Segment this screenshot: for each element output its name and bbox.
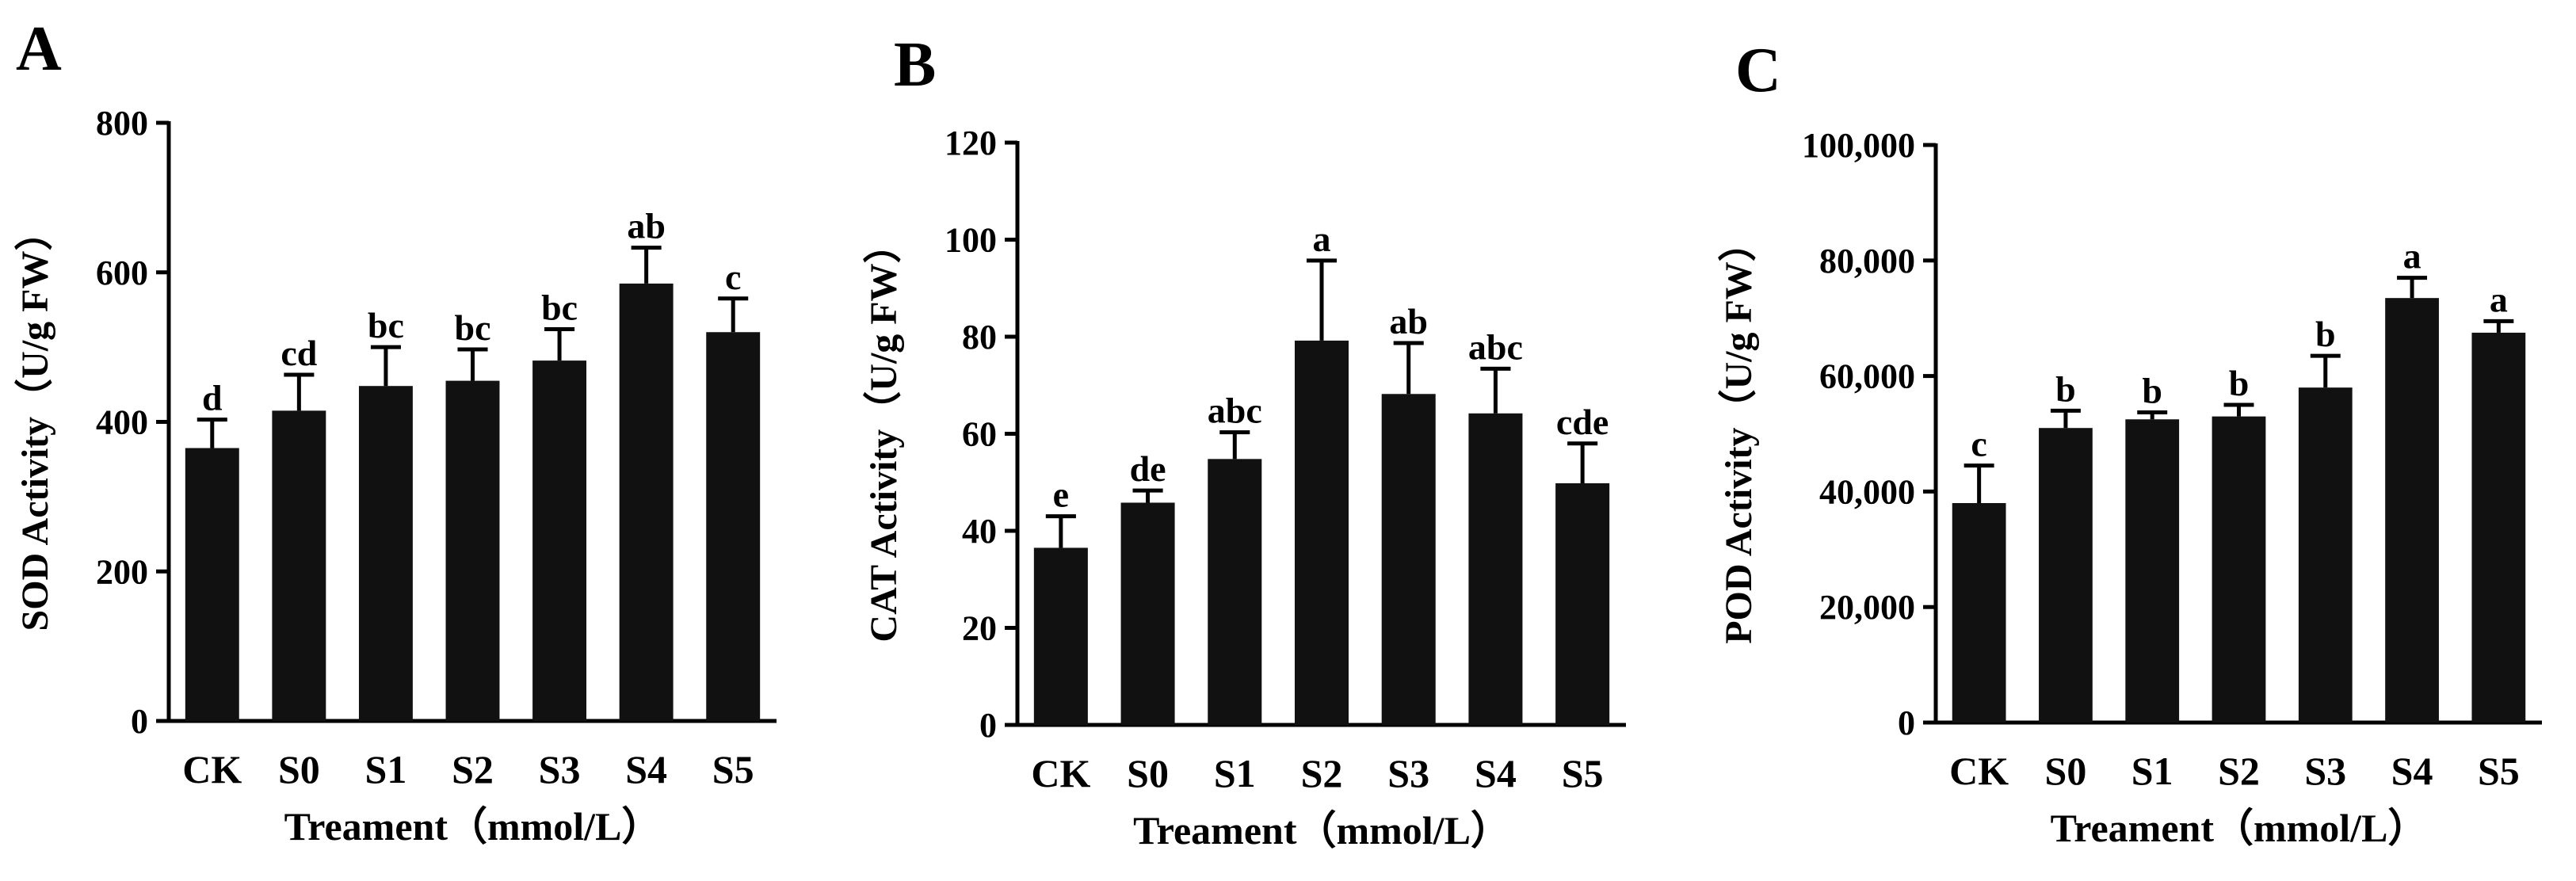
panel-c-y-tick-label: 80,000 (1819, 242, 1915, 280)
panel-b-y-tick-label: 80 (962, 318, 997, 357)
panel-c-bar (2039, 428, 2093, 723)
panel-c-x-tick-label: S1 (2131, 749, 2173, 793)
panel-b-letter: B (894, 30, 936, 100)
panel-a-bar (185, 448, 239, 721)
panel-c-x-tick-label: S3 (2304, 749, 2346, 793)
panel-a-bar (532, 360, 587, 721)
panel-c-x-tick-label: S5 (2478, 749, 2520, 793)
panel-a-x-tick-label: S5 (712, 747, 754, 791)
panel-b-bar (1468, 413, 1523, 725)
panel-a-bar (706, 332, 761, 721)
panel-b-x-tick-label: S4 (1475, 751, 1517, 795)
panel-a-y-tick-label: 0 (131, 702, 148, 741)
panel-b-y-tick-label: 0 (979, 706, 997, 745)
panel-a-significance-letter: bc (368, 305, 404, 345)
panel-c-significance-letter: b (2315, 314, 2336, 354)
panel-c-x-axis-label: Treament（mmol/L） (2051, 806, 2428, 850)
panel-b-bar (1033, 547, 1088, 725)
panel-c-x-tick-label: CK (1949, 749, 2009, 793)
panel-c-bar (2298, 387, 2353, 723)
panel-c-bar (2212, 416, 2266, 723)
panel-c-y-tick-label: 60,000 (1819, 357, 1915, 396)
panel-a-x-tick-label: S3 (539, 747, 581, 791)
panel-a-y-tick-label: 800 (96, 104, 148, 143)
panel-a-y-tick-label: 600 (96, 254, 148, 292)
panel-a-x-tick-label: S4 (625, 747, 667, 791)
panel-a-significance-letter: ab (627, 206, 666, 246)
panel-a-y-tick-label: 200 (96, 552, 148, 591)
panel-c-significance-letter: c (1971, 424, 1986, 464)
panel-c-significance-letter: b (2229, 363, 2250, 403)
panel-a-x-tick-label: CK (182, 747, 242, 791)
panel-b-y-tick-label: 40 (962, 512, 997, 551)
panel-c-bar (1952, 502, 2006, 723)
panel-c-y-tick-label: 20,000 (1819, 588, 1915, 627)
panel-a-significance-letter: d (202, 378, 223, 418)
panel-b-y-tick-label: 100 (945, 221, 997, 260)
panel-b-y-tick-label: 20 (962, 609, 997, 648)
panel-a-significance-letter: c (725, 257, 741, 297)
panel-b-significance-letter: abc (1468, 326, 1523, 367)
panel-b-significance-letter: a (1313, 219, 1331, 259)
panel-a-bar (272, 410, 326, 721)
panel-a-significance-letter: cd (280, 333, 317, 373)
panel-c-x-tick-label: S4 (2391, 749, 2433, 793)
panel-a-significance-letter: bc (541, 287, 578, 327)
panel-b-x-tick-label: S3 (1387, 751, 1429, 795)
panel-b-y-tick-label: 60 (962, 415, 997, 454)
panel-a-letter: A (16, 14, 62, 84)
panel-b-x-tick-label: S1 (1214, 751, 1256, 795)
panel-b-x-tick-label: S5 (1562, 751, 1604, 795)
panel-a-y-tick-label: 400 (96, 403, 148, 442)
panel-b-bar (1555, 482, 1610, 725)
panel-b-bar (1381, 394, 1436, 725)
panel-a-x-axis-label: Treament（mmol/L） (284, 804, 662, 849)
panel-c-x-tick-label: S0 (2045, 749, 2087, 793)
panel-c-bar (2385, 298, 2439, 723)
panel-a-x-tick-label: S0 (278, 747, 320, 791)
panel-a-bar (358, 386, 413, 721)
panel-b-significance-letter: abc (1208, 391, 1262, 431)
panel-a-x-tick-label: S1 (365, 747, 407, 791)
panel-a-x-tick-label: S2 (452, 747, 494, 791)
panel-c-y-tick-label: 40,000 (1819, 472, 1915, 511)
panel-a-bar (619, 283, 674, 721)
panel-b-x-tick-label: CK (1031, 751, 1090, 795)
panel-c-bar (2125, 419, 2180, 723)
panel-b-significance-letter: e (1053, 475, 1069, 515)
panel-a-bar (445, 380, 500, 721)
panel-b-significance-letter: ab (1389, 301, 1428, 341)
panel-c-chart: C 0 20,000 40,000 60,000 80,000 100,000 c CK b S0… (1718, 36, 2542, 850)
panel-c-significance-letter: b (2142, 371, 2162, 411)
panel-b-significance-letter: de (1130, 448, 1166, 489)
panel-c-y-axis-label: POD Activity（U/g FW） (1718, 223, 1760, 644)
panel-a-chart: A 0 200 400 600 800 d CK cd S0 bc S1 bc S2 bc S3 ab S4 c S… (14, 14, 777, 849)
panel-c-significance-letter: a (2490, 279, 2508, 319)
panel-c-y-tick-label: 100,000 (1802, 126, 1915, 165)
panel-b-x-axis-label: Treament（mmol/L） (1133, 808, 1510, 852)
panel-b-x-tick-label: S2 (1301, 751, 1343, 795)
panel-b-chart: B 0 20 40 60 80 100 120 e CK de S0 abc S1 a S2 ab S3 abc S… (863, 30, 1626, 852)
panel-c-letter: C (1735, 36, 1781, 105)
panel-b-y-axis-label: CAT Activity（U/g FW） (863, 225, 905, 642)
panel-b-y-tick-label: 120 (945, 124, 997, 162)
panel-c-bar (2471, 332, 2526, 723)
panel-c-x-tick-label: S2 (2218, 749, 2260, 793)
panel-b-significance-letter: cde (1556, 402, 1609, 442)
panel-c-y-tick-label: 0 (1898, 704, 1915, 742)
panel-b-bar (1294, 340, 1349, 725)
panel-c-significance-letter: a (2403, 236, 2421, 277)
panel-c-significance-letter: b (2055, 368, 2076, 409)
panel-a-significance-letter: bc (455, 307, 491, 348)
panel-b-bar (1120, 502, 1175, 725)
panel-a-y-axis-label: SOD Activity（U/g FW） (14, 213, 56, 631)
panel-b-x-tick-label: S0 (1127, 751, 1169, 795)
panel-b-bar (1208, 459, 1262, 725)
